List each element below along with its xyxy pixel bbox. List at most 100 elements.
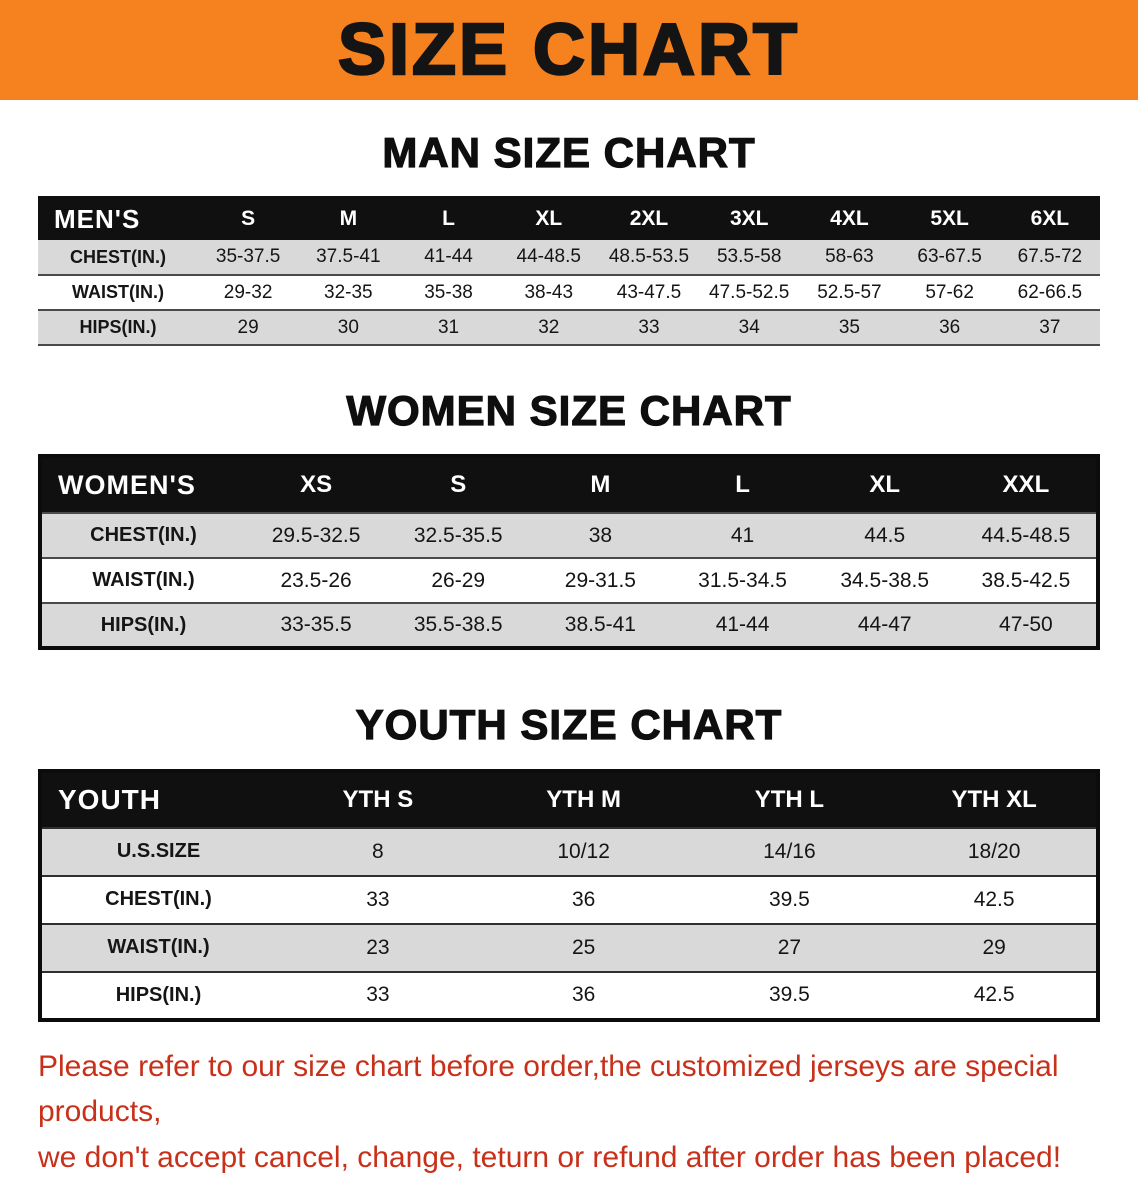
column-header: XXL <box>955 456 1098 514</box>
table-cell: 37 <box>1039 316 1061 338</box>
column-header: XS <box>245 456 388 514</box>
table-cell: 23 <box>366 935 390 959</box>
table-cell: 35-38 <box>424 281 473 303</box>
row-label: CHEST(IN.) <box>105 888 212 911</box>
table-cell: 33 <box>366 887 390 911</box>
row-label: CHEST(IN.) <box>70 246 166 267</box>
table-cell: 32.5-35.5 <box>413 523 503 547</box>
table-cell: 25 <box>571 935 596 959</box>
table-corner-header: WOMEN'S <box>40 456 245 514</box>
column-header: S <box>387 456 530 514</box>
row-label: WAIST(IN.) <box>92 569 195 592</box>
column-header: 6XL <box>999 197 1100 241</box>
table-cell: 37.5-41 <box>316 246 381 268</box>
disclaimer-line: we don't accept cancel, change, teturn o… <box>38 1141 1062 1175</box>
chest-row: CHEST(IN.) 35-37.5 37.5-41 41-44 44-48.5… <box>38 240 1100 276</box>
table-cell: 42.5 <box>973 983 1015 1007</box>
men-header-row: MEN'S S M L XL 2XL 3XL 4XL 5XL 6XL <box>38 197 1100 241</box>
row-label: HIPS(IN.) <box>79 317 157 338</box>
table-cell: 29 <box>982 935 1006 959</box>
table-cell: 58-63 <box>825 246 874 268</box>
table-cell: 31.5-34.5 <box>698 568 787 592</box>
table-cell: 48.5-53.5 <box>608 246 690 268</box>
table-cell: 18/20 <box>967 839 1021 863</box>
waist-row: WAIST(IN.) 23.5-26 26-29 29-31.5 31.5-34… <box>40 558 1098 604</box>
us-size-row: U.S.SIZE 8 10/12 14/16 18/20 <box>40 827 1098 876</box>
youth-chart-heading: YOUTH SIZE CHART <box>355 701 783 749</box>
hips-row: HIPS(IN.) 29 30 31 32 33 34 35 36 37 <box>38 310 1100 346</box>
table-cell: 32-35 <box>324 281 373 303</box>
waist-row: WAIST(IN.) 29-32 32-35 35-38 38-43 43-47… <box>38 275 1100 311</box>
table-cell: 47.5-52.5 <box>709 281 790 303</box>
row-label: WAIST(IN.) <box>107 936 210 959</box>
table-cell: 36 <box>571 983 596 1007</box>
waist-row: WAIST(IN.) 23 25 27 29 <box>40 923 1098 972</box>
table-cell: 38.5-41 <box>564 613 636 637</box>
table-cell: 10/12 <box>557 839 610 863</box>
table-cell: 31 <box>437 316 460 338</box>
table-cell: 38-43 <box>524 281 574 303</box>
row-label: WAIST(IN.) <box>72 282 164 303</box>
table-cell: 35-37.5 <box>215 246 281 268</box>
disclaimer-line: Please refer to our size chart before or… <box>38 1049 1059 1129</box>
table-cell: 35.5-38.5 <box>413 613 503 637</box>
column-header: M <box>298 197 399 241</box>
table-cell: 42.5 <box>973 887 1015 911</box>
table-cell: 38 <box>588 523 613 547</box>
column-header: L <box>671 456 814 514</box>
column-header: XL <box>498 197 599 241</box>
table-cell: 41-44 <box>715 613 770 637</box>
table-cell: 39.5 <box>768 983 810 1007</box>
men-chart-heading: MAN SIZE CHART <box>382 129 756 177</box>
table-cell: 8 <box>372 839 384 863</box>
women-header-row: WOMEN'S XS S M L XL XXL <box>40 456 1098 514</box>
table-cell: 67.5-72 <box>1017 246 1083 268</box>
youth-size-table: YOUTH YTH S YTH M YTH L YTH XL U.S.SIZE … <box>38 768 1100 1022</box>
table-cell: 34.5-38.5 <box>840 568 930 592</box>
table-corner-header: YOUTH <box>40 770 275 828</box>
row-label: HIPS(IN.) <box>115 983 202 1006</box>
disclaimer: Please refer to our size chart before or… <box>38 1044 1104 1181</box>
column-header: XL <box>813 456 956 514</box>
table-cell: 36 <box>571 887 596 911</box>
table-cell: 44-48.5 <box>516 246 581 268</box>
table-cell: 29 <box>237 316 259 338</box>
column-header: M <box>529 456 672 514</box>
table-cell: 43-47.5 <box>616 281 682 303</box>
column-header: YTH L <box>686 770 893 828</box>
chest-row: CHEST(IN.) 29.5-32.5 32.5-35.5 38 41 44.… <box>40 513 1098 559</box>
table-cell: 29.5-32.5 <box>271 523 361 547</box>
column-header: YTH M <box>480 770 687 828</box>
column-header: 4XL <box>799 197 900 241</box>
table-cell: 27 <box>777 935 802 959</box>
row-label: HIPS(IN.) <box>100 613 187 636</box>
hips-row: HIPS(IN.) 33 36 39.5 42.5 <box>40 971 1098 1020</box>
table-cell: 41 <box>730 523 755 547</box>
table-cell: 30 <box>337 316 359 338</box>
table-cell: 35 <box>838 316 860 338</box>
column-header: S <box>198 197 299 241</box>
table-cell: 33 <box>366 983 390 1007</box>
column-header: 3XL <box>699 197 800 241</box>
table-cell: 44.5-48.5 <box>981 523 1071 547</box>
row-label: U.S.SIZE <box>116 840 201 863</box>
page-title: SIZE CHART <box>337 10 800 90</box>
table-cell: 39.5 <box>768 887 810 911</box>
row-label: CHEST(IN.) <box>90 524 197 547</box>
table-cell: 47-50 <box>999 613 1053 637</box>
column-header: 5XL <box>899 197 1000 241</box>
table-cell: 57-62 <box>925 281 974 303</box>
table-cell: 53.5-58 <box>716 246 782 268</box>
table-cell: 41-44 <box>424 246 473 268</box>
table-cell: 23.5-26 <box>280 568 352 592</box>
men-size-table: MEN'S S M L XL 2XL 3XL 4XL 5XL 6XL CHEST… <box>38 196 1100 346</box>
column-header: 2XL <box>598 197 700 241</box>
table-cell: 36 <box>939 316 961 338</box>
column-header: YTH XL <box>892 770 1098 828</box>
table-cell: 29-31.5 <box>564 568 636 592</box>
table-cell: 44-47 <box>857 613 912 637</box>
table-cell: 52.5-57 <box>817 281 882 303</box>
table-cell: 14/16 <box>763 839 816 863</box>
column-header: L <box>398 197 499 241</box>
